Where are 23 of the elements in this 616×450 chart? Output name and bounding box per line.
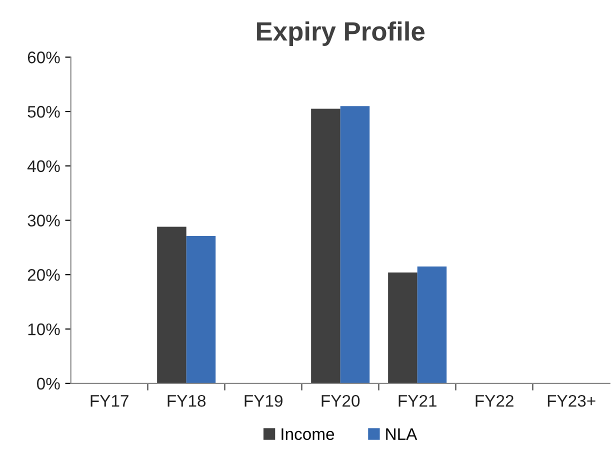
y-tick-label: 10%	[28, 323, 60, 336]
y-tick-label: 50%	[28, 106, 60, 118]
x-tick-label: FY22	[476, 394, 514, 407]
x-tick-label: FY19	[244, 394, 282, 407]
bar	[186, 236, 216, 384]
bar	[340, 106, 370, 384]
y-tick-label: 40%	[27, 160, 60, 172]
bar	[157, 226, 186, 384]
y-tick-label: 30%	[28, 214, 60, 226]
x-tick-label: FY21	[398, 394, 436, 407]
x-tick-label: FY18	[168, 394, 206, 407]
y-tick-label: 20%	[28, 269, 60, 281]
bar	[311, 108, 340, 384]
y-tick-label: 60%	[28, 52, 60, 64]
bar	[417, 266, 447, 384]
x-tick-label: FY20	[322, 394, 360, 407]
legend-label: Income	[282, 428, 334, 440]
chart-title: Expiry Profile	[257, 21, 425, 46]
bar	[388, 272, 418, 384]
x-tick-label: FY17	[90, 395, 128, 407]
legend-label: NLA	[386, 428, 418, 440]
x-tick-label: FY23+	[548, 394, 596, 407]
y-tick-label: 0%	[36, 378, 60, 390]
